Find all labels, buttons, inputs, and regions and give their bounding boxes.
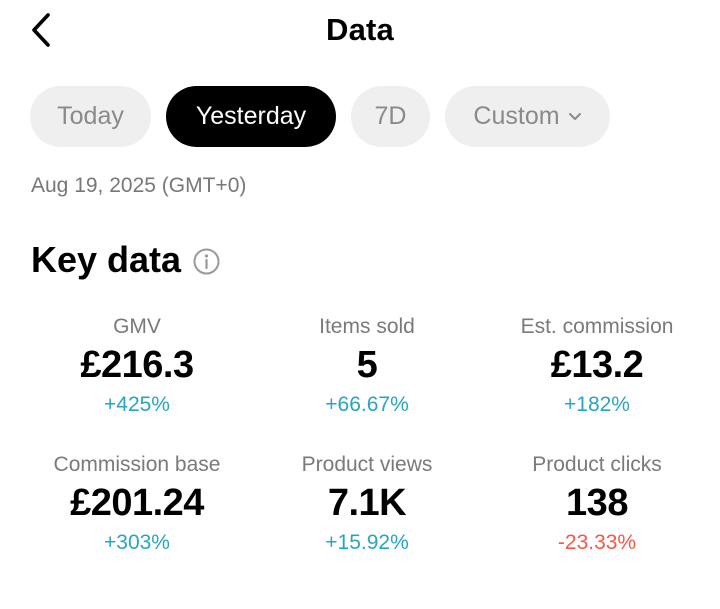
tab-today[interactable]: Today	[30, 86, 151, 147]
metric-label: Est. commission	[520, 315, 674, 338]
metric-value: 7.1K	[327, 482, 407, 524]
metric-change: +182%	[564, 393, 630, 416]
metric-value: 5	[356, 344, 378, 386]
tab-custom-label: Custom	[473, 102, 560, 130]
info-icon[interactable]	[193, 248, 220, 275]
metric-change: +15.92%	[325, 531, 409, 554]
date-range-label: Aug 19, 2025 (GMT+0)	[31, 174, 247, 197]
metric-value: £201.24	[70, 482, 204, 524]
metric-value: £13.2	[550, 344, 644, 386]
page-title: Data	[326, 12, 394, 47]
chevron-left-icon	[32, 13, 50, 47]
metric-label: Commission base	[53, 453, 221, 476]
metric-label: Items sold	[319, 315, 415, 338]
metric-label: GMV	[113, 315, 161, 338]
metric-product-views[interactable]: Product views 7.1K +15.92%	[257, 450, 477, 588]
metric-value: £216.3	[80, 344, 194, 386]
metric-change: +303%	[104, 531, 170, 554]
metric-change: -23.33%	[557, 531, 637, 554]
metric-change: +66.67%	[325, 393, 409, 416]
date-range-tabs: Today Yesterday 7D Custom	[30, 86, 610, 147]
metric-value: 138	[566, 482, 628, 524]
key-data-title: Key data	[31, 239, 182, 280]
metric-est-commission[interactable]: Est. commission £13.2 +182%	[477, 312, 717, 450]
metric-commission-base[interactable]: Commission base £201.24 +303%	[17, 450, 257, 588]
metric-items-sold[interactable]: Items sold 5 +66.67%	[257, 312, 477, 450]
tab-yesterday[interactable]: Yesterday	[166, 86, 336, 147]
metric-gmv[interactable]: GMV £216.3 +425%	[17, 312, 257, 450]
tab-custom[interactable]: Custom	[445, 86, 610, 147]
tab-7d[interactable]: 7D	[351, 86, 430, 147]
metric-label: Product clicks	[532, 453, 662, 476]
metric-product-clicks[interactable]: Product clicks 138 -23.33%	[477, 450, 717, 588]
chevron-down-icon	[568, 112, 581, 120]
header-bar: Data	[0, 0, 720, 60]
back-button[interactable]	[26, 12, 60, 48]
section-title: Key data	[31, 238, 220, 282]
metrics-grid: GMV £216.3 +425% Items sold 5 +66.67% Es…	[17, 312, 717, 588]
metric-label: Product views	[301, 453, 433, 476]
metric-change: +425%	[104, 393, 170, 416]
